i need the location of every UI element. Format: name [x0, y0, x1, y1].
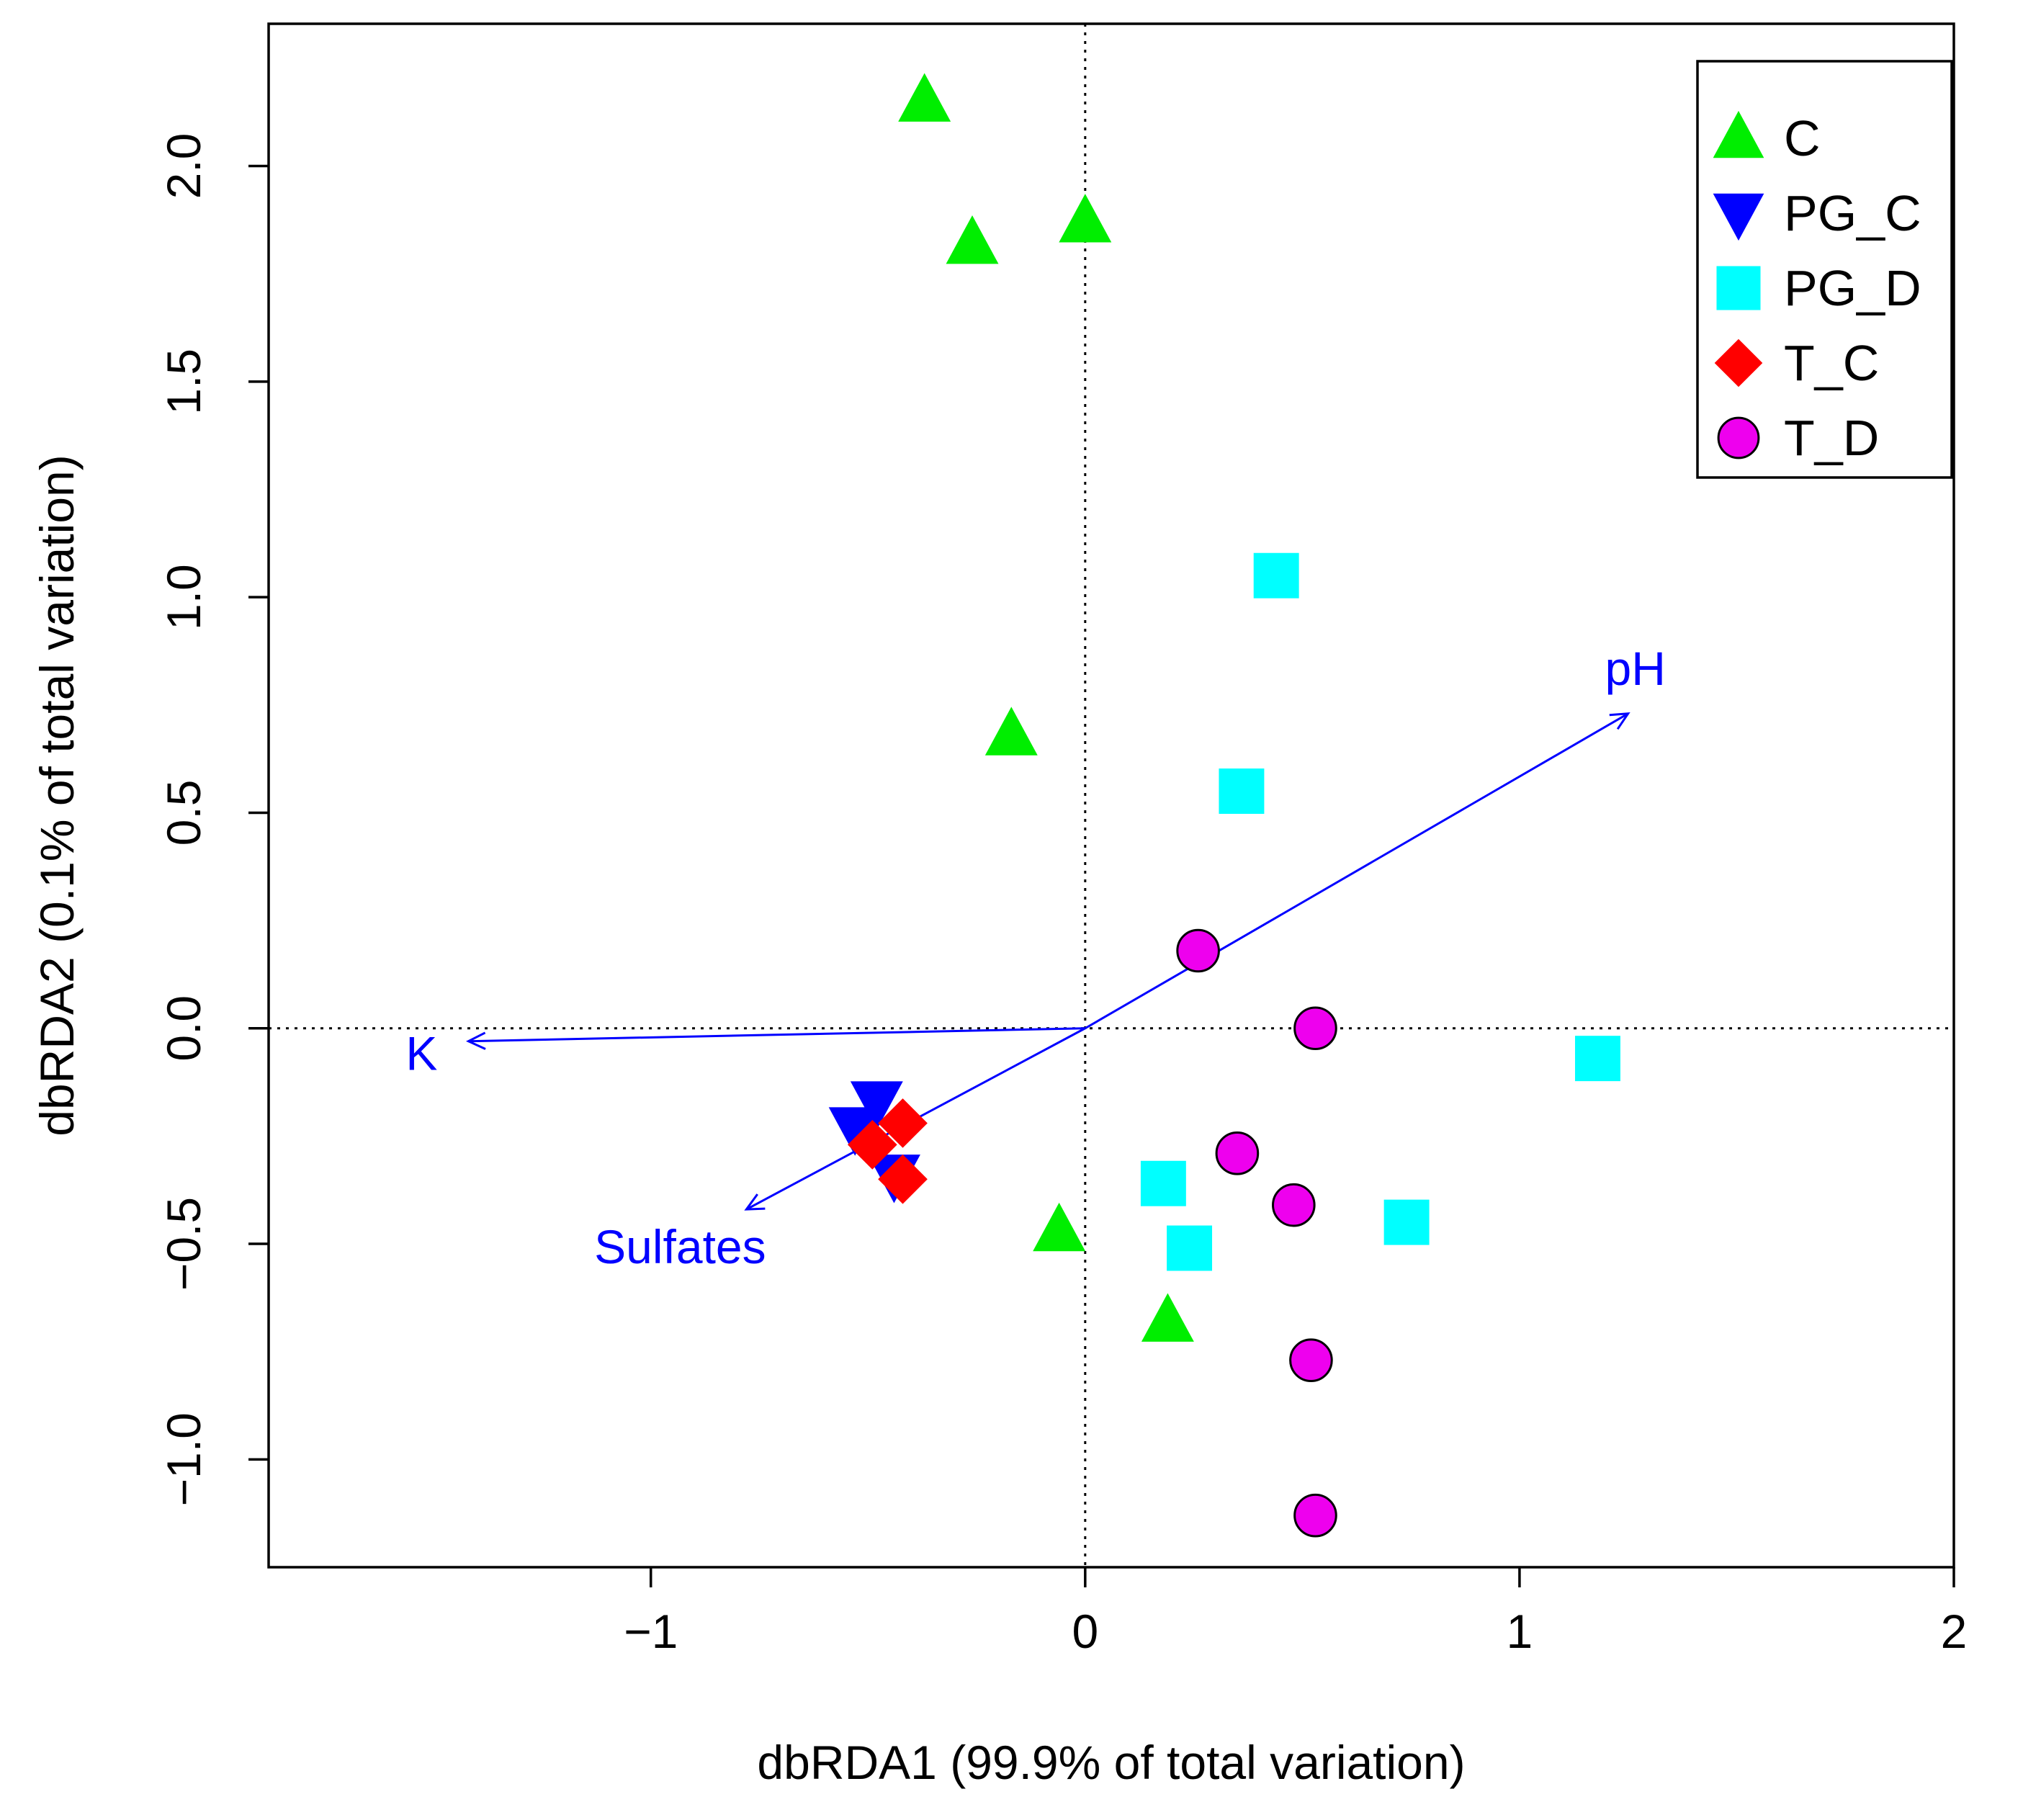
legend-label-pg-c: PG_C	[1784, 185, 1921, 241]
x-tick-label: 2	[1941, 1605, 1968, 1658]
y-tick-label: 1.0	[157, 564, 210, 630]
x-axis-label: dbRDA1 (99.9% of total variation)	[757, 1736, 1465, 1789]
legend-label-pg-d: PG_D	[1784, 260, 1921, 316]
point-pg-d	[1219, 768, 1265, 814]
vector-label-ph: pH	[1605, 642, 1665, 695]
point-t-d	[1176, 928, 1220, 973]
point-c	[898, 73, 951, 122]
point-c	[946, 215, 999, 264]
point-t-d	[1289, 1338, 1333, 1382]
point-t-c	[878, 1154, 928, 1204]
y-tick-label: 2.0	[157, 133, 210, 200]
legend-marker-pg-d	[1716, 266, 1761, 310]
y-tick-label: −1.0	[157, 1412, 210, 1506]
point-pg-d	[1253, 552, 1299, 599]
point-c	[1141, 1293, 1194, 1342]
point-pg-d	[1140, 1160, 1186, 1206]
point-pg-c	[850, 1081, 903, 1130]
point-t-d	[1215, 1131, 1260, 1175]
point-c	[1033, 1202, 1086, 1252]
legend: C PG_C PG_D T_C T_D	[1696, 60, 1953, 479]
point-c	[984, 707, 1038, 756]
vector-ph	[1085, 712, 1629, 1030]
point-pg-d	[1383, 1199, 1430, 1245]
legend-label-t-d: T_D	[1784, 410, 1879, 466]
y-tick-label: 0.5	[157, 780, 210, 846]
point-pg-d	[1574, 1036, 1620, 1082]
y-tick-label: −0.5	[157, 1197, 210, 1291]
plot-frame	[267, 22, 1955, 1569]
point-t-d	[1271, 1183, 1316, 1227]
legend-marker-pg-c	[1713, 193, 1764, 241]
vector-arrowhead-sulfates	[744, 1193, 766, 1211]
point-t-c	[847, 1120, 897, 1170]
vector-label-sulfates: Sulfates	[594, 1220, 766, 1273]
point-t-d	[1293, 1493, 1337, 1538]
point-c	[1059, 194, 1112, 243]
vector-arrowhead-ph	[1609, 712, 1630, 730]
vector-arrowhead-k	[465, 1031, 486, 1050]
x-tick-label: 0	[1072, 1605, 1098, 1658]
legend-label-c: C	[1784, 110, 1821, 166]
legend-marker-t-d	[1717, 416, 1760, 460]
legend-marker-t-c	[1714, 339, 1763, 387]
legend-label-t-c: T_C	[1784, 335, 1879, 391]
point-t-d	[1293, 1006, 1337, 1051]
point-t-c	[878, 1098, 928, 1148]
y-tick-label: 0.0	[157, 995, 210, 1062]
legend-marker-c	[1713, 110, 1764, 158]
y-tick-label: 1.5	[157, 349, 210, 415]
point-pg-d	[1167, 1225, 1213, 1271]
x-tick-label: −1	[624, 1605, 678, 1658]
y-axis-label: dbRDA2 (0.1% of total variation)	[30, 454, 84, 1136]
vector-label-k: K	[405, 1027, 437, 1080]
x-tick-label: 1	[1507, 1605, 1533, 1658]
vector-k	[468, 1027, 1085, 1043]
